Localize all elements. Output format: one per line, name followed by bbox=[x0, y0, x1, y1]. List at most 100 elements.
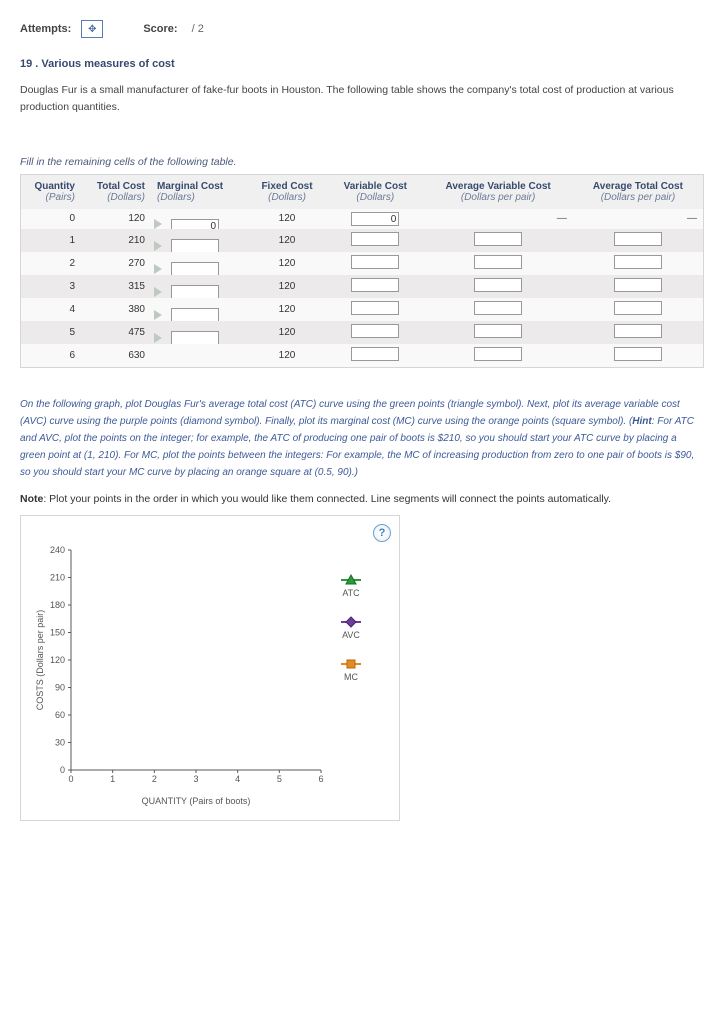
question-title-text: Various measures of cost bbox=[41, 58, 174, 70]
marginal-cost-cell[interactable]: 0 bbox=[165, 209, 247, 229]
atc-cell-input[interactable] bbox=[614, 347, 662, 361]
avc-cell[interactable] bbox=[423, 229, 573, 252]
variable-cost-cell-input[interactable] bbox=[351, 278, 399, 292]
avc-cell-input[interactable] bbox=[474, 278, 522, 292]
question-intro: Douglas Fur is a small manufacturer of f… bbox=[20, 82, 704, 116]
quantity-cell: 4 bbox=[21, 298, 81, 321]
arrow-cell bbox=[151, 209, 165, 229]
chevron-right-icon bbox=[154, 310, 162, 320]
chevron-right-icon bbox=[154, 333, 162, 343]
marginal-cost-cell[interactable] bbox=[165, 252, 247, 275]
avc-cell[interactable] bbox=[423, 298, 573, 321]
avc-cell[interactable] bbox=[423, 252, 573, 275]
avc-cell-input[interactable] bbox=[474, 324, 522, 338]
arrow-cell bbox=[151, 275, 165, 298]
chevron-right-icon bbox=[154, 287, 162, 297]
col-header-main: Total Cost bbox=[97, 181, 145, 192]
avc-cell-input[interactable] bbox=[474, 347, 522, 361]
variable-cost-cell[interactable]: 0 bbox=[327, 209, 423, 229]
graph-instruction: On the following graph, plot Douglas Fur… bbox=[20, 396, 704, 481]
atc-cell[interactable] bbox=[573, 298, 703, 321]
avc-cell[interactable] bbox=[423, 321, 573, 344]
marginal-cost-cell[interactable] bbox=[165, 229, 247, 252]
marginal-cost-cell[interactable] bbox=[165, 298, 247, 321]
atc-cell[interactable] bbox=[573, 275, 703, 298]
svg-text:240: 240 bbox=[50, 545, 65, 555]
atc-cell-input[interactable] bbox=[614, 232, 662, 246]
cost-chart[interactable]: 03060901201501802102400123456QUANTITY (P… bbox=[31, 530, 381, 810]
col-header-sub: (Dollars) bbox=[253, 192, 322, 203]
arrow-cell bbox=[151, 321, 165, 344]
score-value: / 2 bbox=[192, 23, 204, 35]
quantity-cell: 3 bbox=[21, 275, 81, 298]
variable-cost-cell[interactable] bbox=[327, 298, 423, 321]
col-header: Variable Cost(Dollars) bbox=[327, 175, 423, 209]
avc-cell: — bbox=[423, 209, 573, 229]
quantity-cell: 2 bbox=[21, 252, 81, 275]
variable-cost-cell-input[interactable] bbox=[351, 301, 399, 315]
variable-cost-cell[interactable] bbox=[327, 275, 423, 298]
svg-text:QUANTITY (Pairs of boots): QUANTITY (Pairs of boots) bbox=[142, 796, 251, 806]
attempts-label: Attempts: bbox=[20, 23, 71, 35]
marginal-cost-input[interactable] bbox=[171, 239, 219, 253]
marginal-cost-input[interactable] bbox=[171, 262, 219, 276]
chevron-right-icon bbox=[154, 264, 162, 274]
col-header-main: Average Total Cost bbox=[593, 181, 683, 192]
atc-cell[interactable] bbox=[573, 252, 703, 275]
arrow-cell bbox=[151, 252, 165, 275]
marginal-cost-cell[interactable] bbox=[165, 321, 247, 344]
col-header-sub: (Dollars) bbox=[157, 192, 241, 203]
atc-cell-input[interactable] bbox=[614, 278, 662, 292]
avc-cell[interactable] bbox=[423, 275, 573, 298]
col-header: Total Cost(Dollars) bbox=[81, 175, 151, 209]
marginal-cost-input[interactable] bbox=[171, 285, 219, 299]
arrow-cell bbox=[151, 298, 165, 321]
marginal-cost-cell[interactable] bbox=[165, 344, 247, 367]
avc-cell-input[interactable] bbox=[474, 232, 522, 246]
chart-container: ? 03060901201501802102400123456QUANTITY … bbox=[20, 515, 400, 821]
table-row: 3315 120 bbox=[21, 275, 703, 298]
fixed-cost-cell: 120 bbox=[247, 275, 328, 298]
total-cost-cell: 315 bbox=[81, 275, 151, 298]
attempts-counter-icon[interactable]: ✥ bbox=[81, 20, 103, 38]
svg-text:3: 3 bbox=[193, 774, 198, 784]
atc-cell[interactable] bbox=[573, 321, 703, 344]
quantity-cell: 0 bbox=[21, 209, 81, 229]
variable-cost-cell-input[interactable]: 0 bbox=[351, 212, 399, 226]
table-row: 1210120 bbox=[21, 229, 703, 252]
col-header: Marginal Cost(Dollars) bbox=[151, 175, 247, 209]
atc-cell-input[interactable] bbox=[614, 255, 662, 269]
atc-cell-input[interactable] bbox=[614, 301, 662, 315]
variable-cost-cell-input[interactable] bbox=[351, 232, 399, 246]
variable-cost-cell[interactable] bbox=[327, 344, 423, 367]
svg-text:0: 0 bbox=[60, 765, 65, 775]
total-cost-cell: 210 bbox=[81, 229, 151, 252]
variable-cost-cell-input[interactable] bbox=[351, 347, 399, 361]
col-header-sub: (Dollars per pair) bbox=[429, 192, 567, 203]
variable-cost-cell[interactable] bbox=[327, 229, 423, 252]
marginal-cost-input[interactable] bbox=[171, 308, 219, 322]
marginal-cost-input[interactable] bbox=[171, 331, 219, 345]
top-bar: Attempts: ✥ Score: / 2 bbox=[20, 20, 704, 38]
svg-text:ATC: ATC bbox=[342, 588, 360, 598]
avc-cell-input[interactable] bbox=[474, 301, 522, 315]
variable-cost-cell[interactable] bbox=[327, 321, 423, 344]
variable-cost-cell-input[interactable] bbox=[351, 324, 399, 338]
atc-cell[interactable] bbox=[573, 229, 703, 252]
variable-cost-cell-input[interactable] bbox=[351, 255, 399, 269]
arrow-cell bbox=[151, 229, 165, 252]
avc-cell[interactable] bbox=[423, 344, 573, 367]
fixed-cost-cell: 120 bbox=[247, 229, 328, 252]
total-cost-cell: 475 bbox=[81, 321, 151, 344]
marginal-cost-cell[interactable] bbox=[165, 275, 247, 298]
atc-cell[interactable] bbox=[573, 344, 703, 367]
variable-cost-cell[interactable] bbox=[327, 252, 423, 275]
col-header: Quantity(Pairs) bbox=[21, 175, 81, 209]
total-cost-cell: 630 bbox=[81, 344, 151, 367]
svg-text:COSTS (Dollars per pair): COSTS (Dollars per pair) bbox=[35, 609, 45, 710]
col-header-main: Quantity bbox=[34, 181, 75, 192]
svg-text:1: 1 bbox=[110, 774, 115, 784]
col-header-sub: (Pairs) bbox=[27, 192, 75, 203]
atc-cell-input[interactable] bbox=[614, 324, 662, 338]
avc-cell-input[interactable] bbox=[474, 255, 522, 269]
